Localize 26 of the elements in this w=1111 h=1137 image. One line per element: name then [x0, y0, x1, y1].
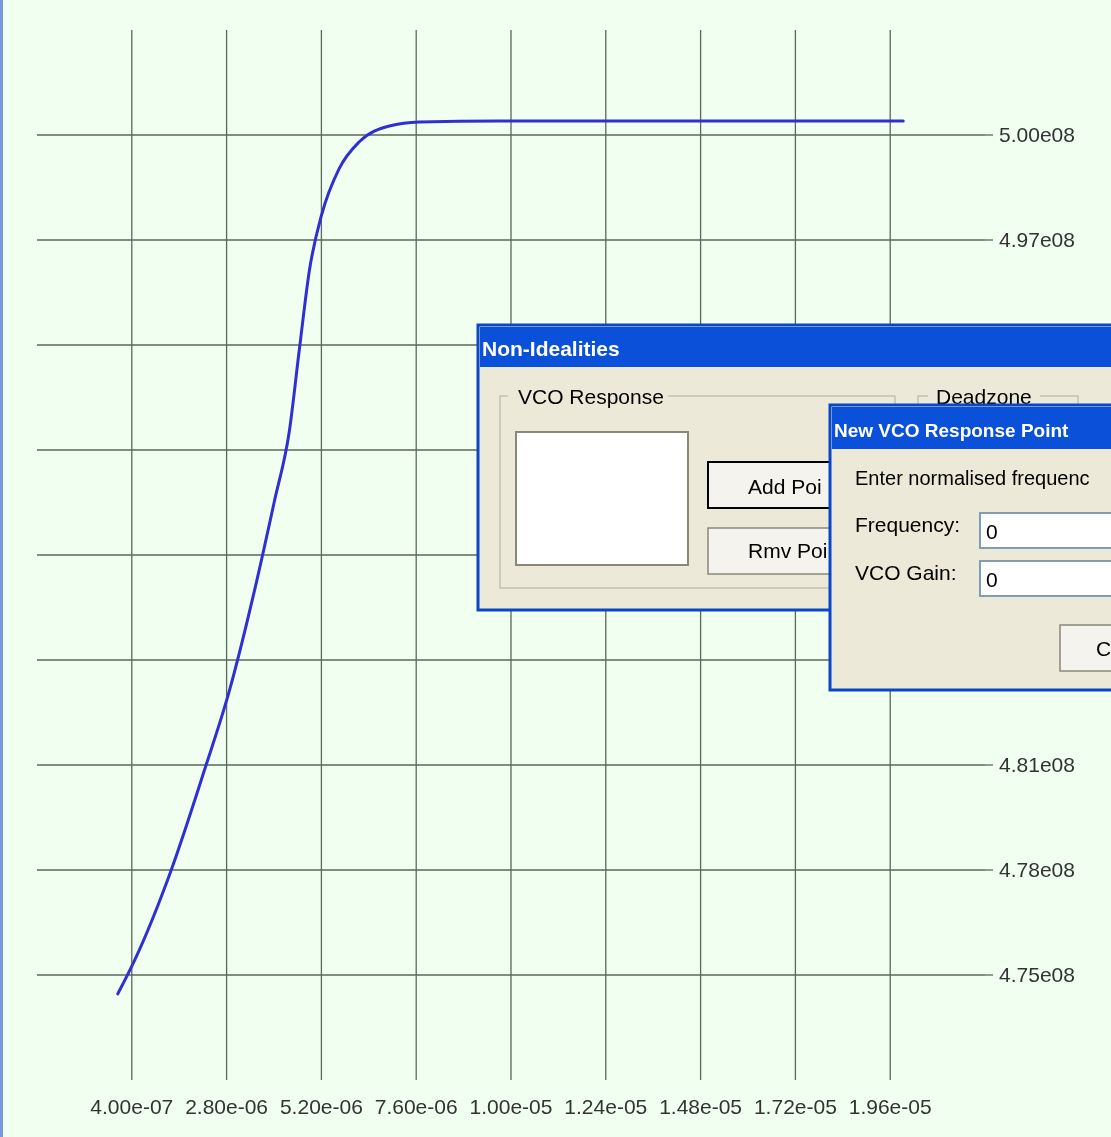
- x-tick-label: 1.96e-05: [848, 1095, 932, 1118]
- y-tick-label: 4.81e08: [999, 753, 1075, 777]
- y-tick-label: 5.00e08: [999, 123, 1075, 147]
- annotation: Non-Idealities: [482, 337, 620, 360]
- x-tick-label: 1.00e-05: [469, 1095, 553, 1118]
- annotation: VCO Gain:: [855, 561, 957, 584]
- annotation: VCO Response: [518, 385, 664, 408]
- text: 0: [986, 568, 998, 591]
- y-tick-label: 4.97e08: [999, 228, 1075, 252]
- y-tick-label: 4.75e08: [999, 963, 1075, 987]
- x-tick-label: 1.24e-05: [564, 1095, 648, 1118]
- annotation: Frequency:: [855, 513, 961, 536]
- annotation: Rmv Poi: [748, 539, 828, 562]
- x-tick-label: 1.48e-05: [659, 1095, 743, 1118]
- annotation: New VCO Response Point: [834, 420, 1070, 441]
- x-tick-label: 5.20e-06: [279, 1095, 363, 1118]
- text: 0: [986, 520, 998, 543]
- annotation: Enter normalised frequenc: [855, 467, 1090, 489]
- x-tick-label: 1.72e-05: [753, 1095, 837, 1118]
- annotation: Add Poi: [748, 475, 822, 498]
- y-tick-label: 4.78e08: [999, 858, 1075, 882]
- x-tick-label: 2.80e-06: [185, 1095, 269, 1118]
- text: C: [1096, 637, 1111, 660]
- x-tick-label: 4.00e-07: [90, 1095, 174, 1118]
- annotation: Deadzone: [936, 385, 1032, 408]
- x-tick-label: 7.60e-06: [374, 1095, 458, 1118]
